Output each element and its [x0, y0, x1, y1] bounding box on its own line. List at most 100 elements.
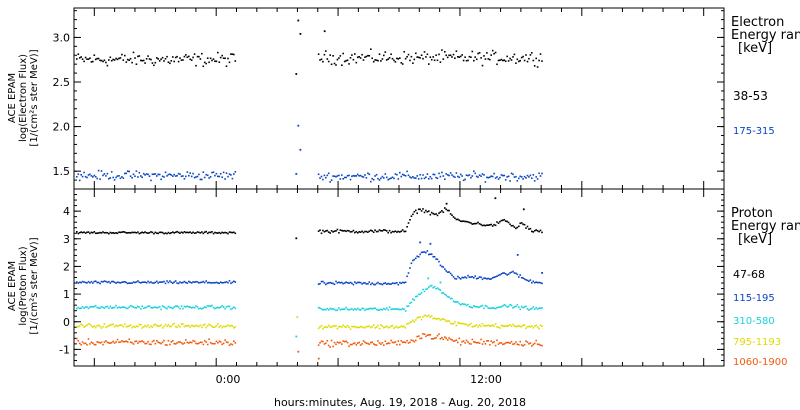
- data-point: [177, 231, 180, 234]
- data-point: [179, 173, 181, 175]
- data-point: [90, 231, 93, 234]
- data-point: [465, 59, 468, 62]
- data-point: [132, 231, 135, 234]
- data-point: [102, 325, 104, 328]
- data-point: [420, 177, 423, 180]
- data-point: [538, 307, 540, 309]
- data-point: [364, 341, 366, 344]
- data-point: [457, 341, 459, 344]
- data-point: [174, 175, 177, 177]
- data-point: [355, 326, 358, 329]
- data-point: [400, 308, 403, 311]
- data-point: [195, 64, 197, 67]
- data-point: [323, 308, 326, 311]
- data-point: [435, 336, 437, 339]
- data-point: [161, 231, 164, 234]
- data-point: [137, 176, 139, 178]
- data-point: [494, 51, 497, 54]
- data-point: [205, 306, 207, 309]
- data-point: [515, 325, 517, 328]
- data-point: [158, 342, 161, 344]
- data-point: [396, 173, 398, 176]
- data-point: [96, 325, 98, 327]
- data-point: [125, 325, 128, 328]
- data-point: [202, 324, 205, 327]
- data-point: [381, 230, 384, 232]
- data-point: [81, 58, 84, 60]
- data-point: [458, 302, 461, 305]
- data-point: [403, 341, 405, 343]
- data-point: [141, 176, 143, 179]
- data-point: [461, 303, 463, 305]
- data-point: [500, 273, 503, 275]
- data-point: [180, 282, 183, 284]
- data-point: [399, 57, 401, 59]
- data-point: [480, 276, 482, 279]
- data-point: [410, 55, 413, 58]
- data-point: [169, 173, 171, 175]
- data-point: [499, 274, 501, 276]
- data-point: [516, 343, 519, 345]
- data-point: [448, 54, 450, 57]
- data-point: [532, 59, 535, 62]
- data-point: [116, 307, 119, 309]
- data-point: [428, 286, 430, 288]
- data-point: [160, 281, 162, 283]
- data-point: [419, 174, 421, 176]
- data-point: [390, 283, 392, 285]
- data-point: [478, 306, 481, 308]
- data-point: [90, 306, 93, 308]
- data-point: [189, 58, 191, 61]
- data-point: [500, 174, 503, 176]
- data-point: [520, 222, 523, 224]
- data-point: [179, 341, 181, 343]
- data-point: [206, 174, 209, 177]
- data-point: [119, 324, 122, 326]
- data-point: [368, 173, 371, 176]
- data-point: [470, 343, 472, 345]
- data-point: [202, 232, 205, 235]
- data-point: [336, 58, 339, 61]
- data-point: [526, 308, 529, 310]
- data-point: [416, 295, 418, 297]
- data-point: [89, 57, 91, 59]
- data-point: [497, 274, 500, 277]
- data-point: [134, 175, 136, 177]
- proton-ylabel-line3: [1/(cm²s ster MeV)]: [29, 237, 40, 334]
- data-point: [185, 339, 187, 341]
- data-point: [432, 56, 434, 58]
- data-point: [333, 230, 336, 232]
- data-point: [150, 281, 152, 283]
- data-point: [464, 276, 466, 278]
- data-point: [441, 336, 443, 339]
- data-point: [415, 177, 417, 179]
- data-point: [465, 323, 468, 326]
- data-point: [112, 176, 114, 179]
- data-point: [487, 277, 490, 280]
- data-point: [348, 326, 350, 328]
- data-point: [160, 342, 162, 345]
- data-point: [444, 318, 446, 321]
- data-point: [141, 327, 143, 329]
- data-point: [428, 314, 430, 317]
- data-point: [113, 342, 116, 344]
- data-point: [449, 322, 452, 325]
- data-point: [180, 175, 183, 178]
- data-point: [516, 226, 519, 229]
- data-point: [163, 306, 165, 308]
- data-point: [515, 227, 517, 230]
- data-point: [339, 282, 342, 284]
- data-point: [378, 342, 381, 344]
- data-point: [108, 280, 110, 283]
- data-point: [500, 219, 503, 222]
- data-point: [76, 281, 78, 283]
- proton-ylabel-line1: ACE EPAM: [7, 261, 18, 311]
- data-point: [322, 60, 324, 63]
- data-point: [215, 232, 218, 234]
- data-point: [186, 56, 189, 58]
- data-point: [176, 326, 178, 328]
- data-point: [487, 307, 490, 309]
- electron-ylabel-line1: ACE EPAM: [7, 73, 18, 123]
- data-point: [325, 230, 327, 232]
- data-point: [230, 343, 232, 345]
